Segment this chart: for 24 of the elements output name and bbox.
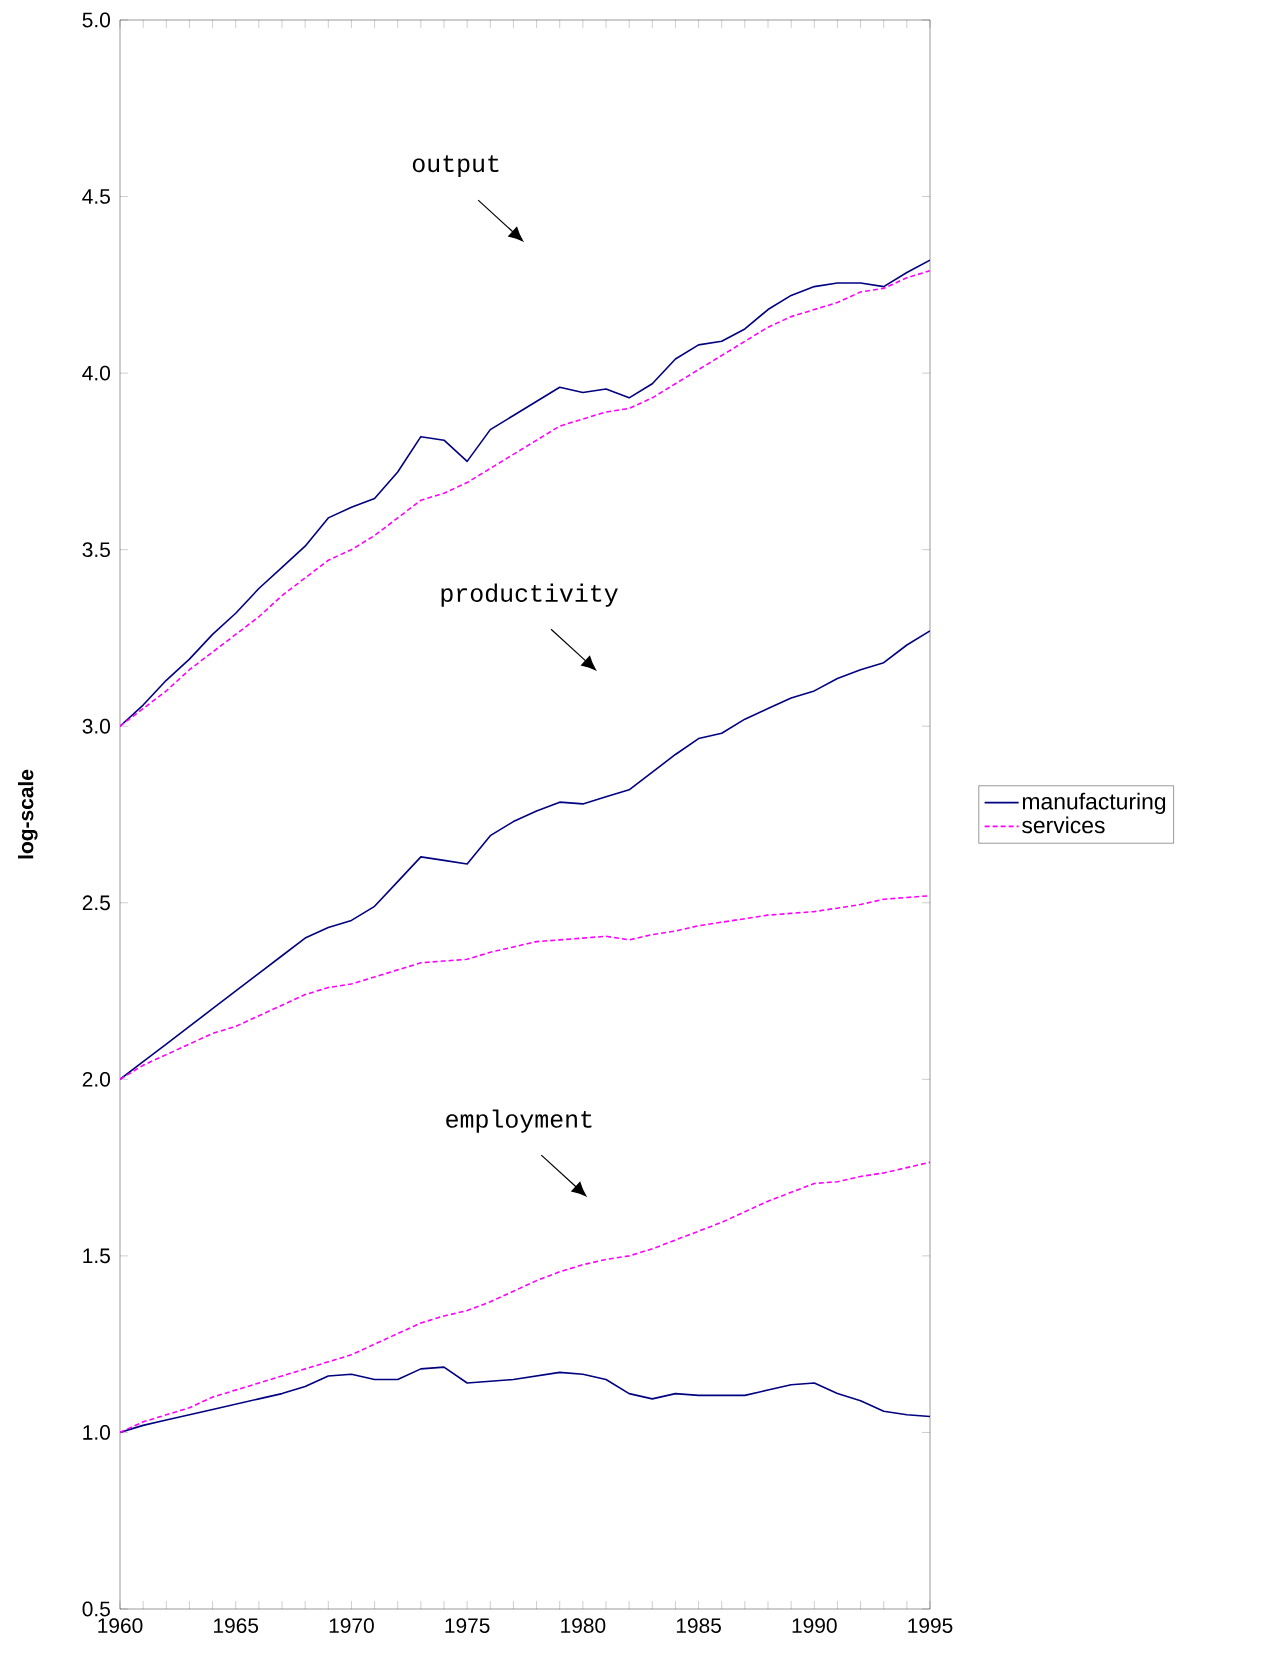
y-axis-title: log-scale	[18, 769, 38, 859]
x-tick-label: 1970	[329, 1618, 374, 1633]
x-tick-label: 1975	[445, 1618, 490, 1633]
x-tick-label: 1985	[676, 1618, 721, 1633]
x-tick-label: 1995	[908, 1618, 953, 1633]
y-tick-label: 4.5	[82, 189, 110, 204]
legend-label: services	[1022, 816, 1105, 834]
y-tick-label: 5.0	[82, 12, 110, 28]
annotation: employment	[446, 1109, 592, 1133]
y-tick-label: 3.5	[82, 542, 110, 558]
annotation: productivity	[441, 583, 618, 607]
x-tick-label: 1980	[561, 1618, 606, 1633]
y-tick-label: 4.0	[82, 365, 110, 381]
y-tick-label: 3.0	[82, 718, 110, 734]
y-tick-label: 0.5	[82, 1601, 110, 1617]
y-tick-label: 1.0	[83, 1425, 110, 1440]
annotation: output	[412, 155, 499, 178]
y-tick-label: 2.0	[82, 1071, 110, 1087]
legend-label: manufacturing	[1022, 792, 1166, 815]
x-tick-label: 1965	[214, 1618, 259, 1633]
x-tick-label: 1990	[792, 1618, 837, 1633]
y-tick-label: 1.5	[83, 1248, 110, 1264]
y-tick-label: 2.5	[82, 895, 110, 911]
x-tick-label: 1960	[98, 1618, 143, 1633]
